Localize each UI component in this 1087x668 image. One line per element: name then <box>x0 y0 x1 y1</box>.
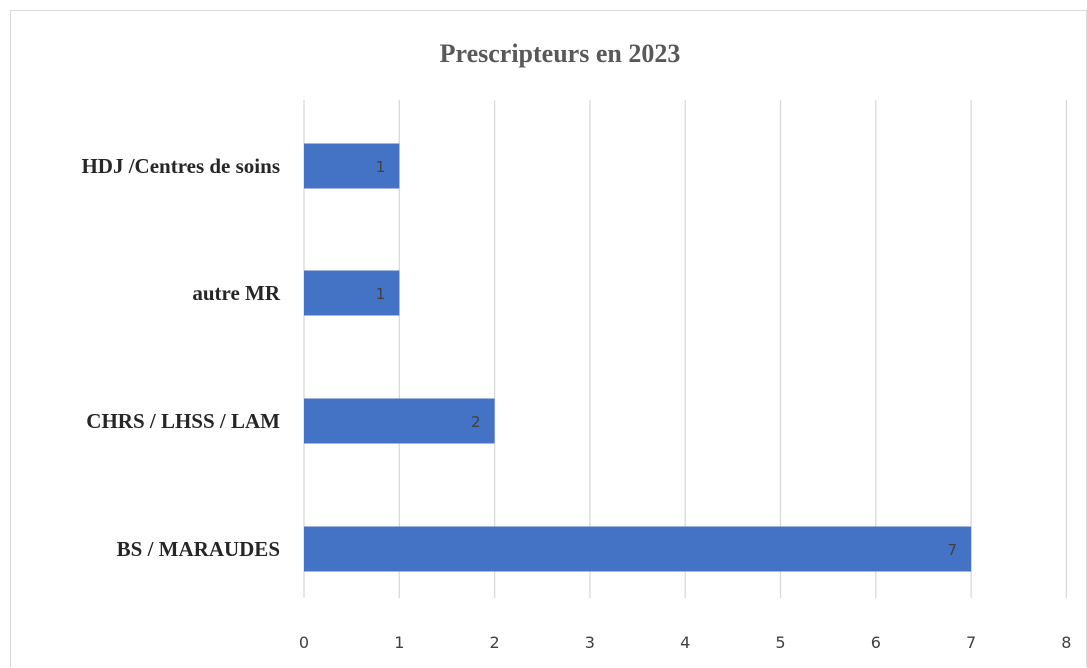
data-label-0: 1 <box>376 158 386 176</box>
x-tick-label-5: 5 <box>775 633 785 652</box>
category-label-0: HDJ /Centres de soins <box>81 154 280 178</box>
category-label-3: BS / MARAUDES <box>117 537 280 561</box>
category-label-2: CHRS / LHSS / LAM <box>86 409 280 433</box>
bar-2 <box>304 398 495 444</box>
data-label-3: 7 <box>948 541 958 559</box>
category-label-1: autre MR <box>192 281 281 305</box>
bar-0 <box>304 143 400 189</box>
chart-title: Prescripteurs en 2023 <box>440 39 681 68</box>
x-tick-label-6: 6 <box>871 633 881 652</box>
data-label-1: 1 <box>376 285 386 303</box>
gridlines <box>303 100 1068 598</box>
data-labels: 1 1 2 7 <box>376 158 957 559</box>
bars <box>304 143 972 572</box>
x-tick-label-8: 8 <box>1061 633 1071 652</box>
x-tick-label-4: 4 <box>680 633 690 652</box>
x-tick-label-3: 3 <box>585 633 595 652</box>
bar-1 <box>304 270 400 316</box>
category-labels: HDJ /Centres de soins autre MR CHRS / LHSS… <box>81 154 280 561</box>
x-tick-label-2: 2 <box>490 633 500 652</box>
x-tick-label-0: 0 <box>299 633 309 652</box>
data-label-2: 2 <box>471 413 481 431</box>
x-tick-label-7: 7 <box>966 633 976 652</box>
x-axis-ticks: 0 1 2 3 4 5 6 7 8 <box>299 633 1072 652</box>
bar-3 <box>304 526 972 572</box>
x-tick-label-1: 1 <box>394 633 404 652</box>
